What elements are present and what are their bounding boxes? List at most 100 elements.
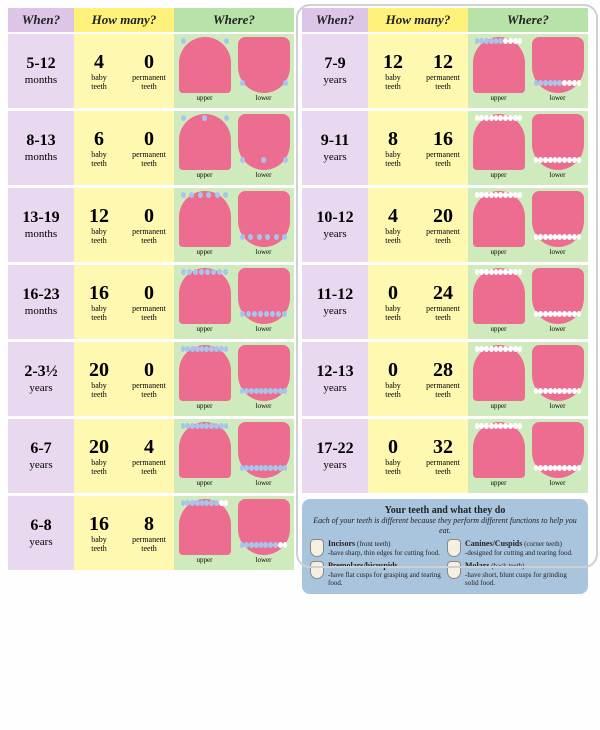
arch-upper: upper — [177, 345, 232, 413]
cell-when: 10-12years — [302, 188, 368, 262]
info-title: Your teeth and what they do — [310, 505, 580, 516]
cell-how: 4babyteeth0permanentteeth — [74, 34, 174, 108]
baby-count: 20babyteeth — [74, 419, 124, 493]
cell-where: upperlower — [468, 419, 588, 493]
table-row: 7-9years12babyteeth12permanentteethupper… — [302, 34, 588, 108]
arch-upper: upper — [471, 268, 526, 336]
header-when: When? — [8, 8, 74, 32]
rows-left: 5-12months4babyteeth0permanentteethupper… — [8, 34, 294, 570]
cell-where: upperlower — [174, 188, 294, 262]
baby-count: 20babyteeth — [74, 342, 124, 416]
table-row: 6-7years20babyteeth4permanentteethupperl… — [8, 419, 294, 493]
baby-count: 0babyteeth — [368, 265, 418, 339]
arch-lower: lower — [530, 268, 585, 336]
cell-where: upperlower — [468, 265, 588, 339]
baby-count: 16babyteeth — [74, 265, 124, 339]
baby-count: 0babyteeth — [368, 419, 418, 493]
cell-where: upperlower — [468, 34, 588, 108]
baby-count: 0babyteeth — [368, 342, 418, 416]
info-item: Incisors (front teeth)-have sharp, thin … — [310, 539, 443, 557]
cell-when: 2-3½years — [8, 342, 74, 416]
perm-count: 0permanentteeth — [124, 188, 174, 262]
arch-upper: upper — [177, 422, 232, 490]
baby-count: 12babyteeth — [74, 188, 124, 262]
arch-lower: lower — [530, 345, 585, 413]
header-how: How many? — [74, 8, 174, 32]
info-grid: Incisors (front teeth)-have sharp, thin … — [310, 539, 580, 587]
cell-how: 4babyteeth20permanentteeth — [368, 188, 468, 262]
arch-lower: lower — [530, 37, 585, 105]
table-row: 10-12years4babyteeth20permanentteethuppe… — [302, 188, 588, 262]
left-panel: When? How many? Where? 5-12months4babyte… — [0, 0, 298, 730]
cell-how: 0babyteeth28permanentteeth — [368, 342, 468, 416]
cell-how: 0babyteeth24permanentteeth — [368, 265, 468, 339]
arch-lower: lower — [530, 114, 585, 182]
perm-count: 12permanentteeth — [418, 34, 468, 108]
table-row: 9-11years8babyteeth16permanentteethupper… — [302, 111, 588, 185]
cell-how: 6babyteeth0permanentteeth — [74, 111, 174, 185]
arch-lower: lower — [530, 422, 585, 490]
baby-count: 16babyteeth — [74, 496, 124, 570]
arch-upper: upper — [471, 114, 526, 182]
baby-count: 4babyteeth — [368, 188, 418, 262]
right-panel: When? How many? Where? 7-9years12babytee… — [298, 0, 596, 730]
table-row: 6-8years16babyteeth8permanentteethupperl… — [8, 496, 294, 570]
cell-where: upperlower — [174, 496, 294, 570]
cell-when: 9-11years — [302, 111, 368, 185]
cell-when: 5-12months — [8, 34, 74, 108]
perm-count: 8permanentteeth — [124, 496, 174, 570]
baby-count: 6babyteeth — [74, 111, 124, 185]
arch-lower: lower — [236, 37, 291, 105]
cell-where: upperlower — [174, 419, 294, 493]
arch-lower: lower — [236, 114, 291, 182]
info-subtitle: Each of your teeth is different because … — [310, 516, 580, 535]
cell-when: 17-22years — [302, 419, 368, 493]
baby-count: 8babyteeth — [368, 111, 418, 185]
header-row-right: When? How many? Where? — [302, 8, 588, 32]
header-where: Where? — [174, 8, 294, 32]
cell-how: 8babyteeth16permanentteeth — [368, 111, 468, 185]
cell-when: 11-12years — [302, 265, 368, 339]
arch-lower: lower — [236, 191, 291, 259]
perm-count: 28permanentteeth — [418, 342, 468, 416]
arch-upper: upper — [177, 499, 232, 567]
rows-right: 7-9years12babyteeth12permanentteethupper… — [302, 34, 588, 493]
perm-count: 0permanentteeth — [124, 265, 174, 339]
cell-where: upperlower — [174, 342, 294, 416]
header-row-left: When? How many? Where? — [8, 8, 294, 32]
info-item: Canines/Cuspids (corner teeth)-designed … — [447, 539, 580, 557]
cell-when: 6-7years — [8, 419, 74, 493]
perm-count: 16permanentteeth — [418, 111, 468, 185]
cell-when: 13-19months — [8, 188, 74, 262]
arch-lower: lower — [236, 268, 291, 336]
cell-how: 0babyteeth32permanentteeth — [368, 419, 468, 493]
cell-how: 20babyteeth0permanentteeth — [74, 342, 174, 416]
arch-lower: lower — [530, 191, 585, 259]
info-box: Your teeth and what they do Each of your… — [302, 499, 588, 594]
perm-count: 24permanentteeth — [418, 265, 468, 339]
arch-lower: lower — [236, 422, 291, 490]
tooth-icon — [310, 539, 324, 557]
perm-count: 0permanentteeth — [124, 111, 174, 185]
arch-upper: upper — [471, 345, 526, 413]
perm-count: 20permanentteeth — [418, 188, 468, 262]
baby-count: 12babyteeth — [368, 34, 418, 108]
cell-how: 16babyteeth0permanentteeth — [74, 265, 174, 339]
cell-where: upperlower — [174, 34, 294, 108]
table-row: 12-13years0babyteeth28permanentteethuppe… — [302, 342, 588, 416]
header-how: How many? — [368, 8, 468, 32]
perm-count: 0permanentteeth — [124, 34, 174, 108]
tooth-icon — [447, 539, 461, 557]
cell-how: 12babyteeth12permanentteeth — [368, 34, 468, 108]
cell-how: 16babyteeth8permanentteeth — [74, 496, 174, 570]
cell-where: upperlower — [468, 342, 588, 416]
arch-upper: upper — [177, 114, 232, 182]
cell-how: 12babyteeth0permanentteeth — [74, 188, 174, 262]
cell-where: upperlower — [468, 188, 588, 262]
arch-upper: upper — [177, 37, 232, 105]
table-row: 5-12months4babyteeth0permanentteethupper… — [8, 34, 294, 108]
cell-where: upperlower — [174, 265, 294, 339]
info-item: Premolars/bicuspids -have flat cusps for… — [310, 561, 443, 587]
arch-lower: lower — [236, 345, 291, 413]
arch-upper: upper — [471, 191, 526, 259]
